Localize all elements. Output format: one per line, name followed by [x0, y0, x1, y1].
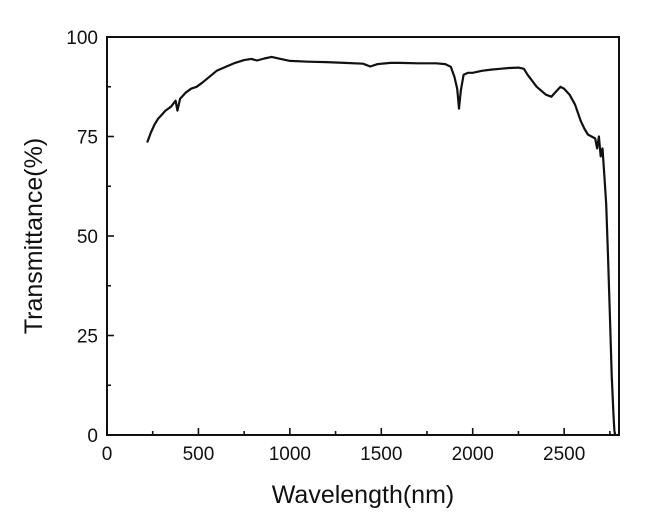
y-axis-title: Transmittance(%): [20, 138, 48, 334]
y-tick-label: 0: [87, 426, 98, 447]
axis-ticks: [106, 36, 611, 436]
x-tick-label: 1000: [269, 444, 311, 465]
transmittance-line: [146, 55, 617, 436]
y-tick-label: 75: [77, 128, 98, 149]
plot-frame: [106, 36, 620, 436]
series-layer: [146, 55, 617, 436]
x-tick-label: 1500: [360, 444, 402, 465]
y-tick-label: 100: [66, 28, 98, 49]
axis-tick-labels: 0 500 1000 1500 2000 2500 0 25 50 75 100: [66, 28, 585, 465]
x-axis-title: Wavelength(nm): [272, 481, 454, 509]
x-tick-label: 2000: [452, 444, 494, 465]
x-tick-label: 0: [102, 444, 113, 465]
y-tick-label: 50: [77, 227, 98, 248]
x-tick-label: 2500: [543, 444, 585, 465]
y-tick-label: 25: [77, 327, 98, 348]
x-tick-label: 500: [183, 444, 215, 465]
